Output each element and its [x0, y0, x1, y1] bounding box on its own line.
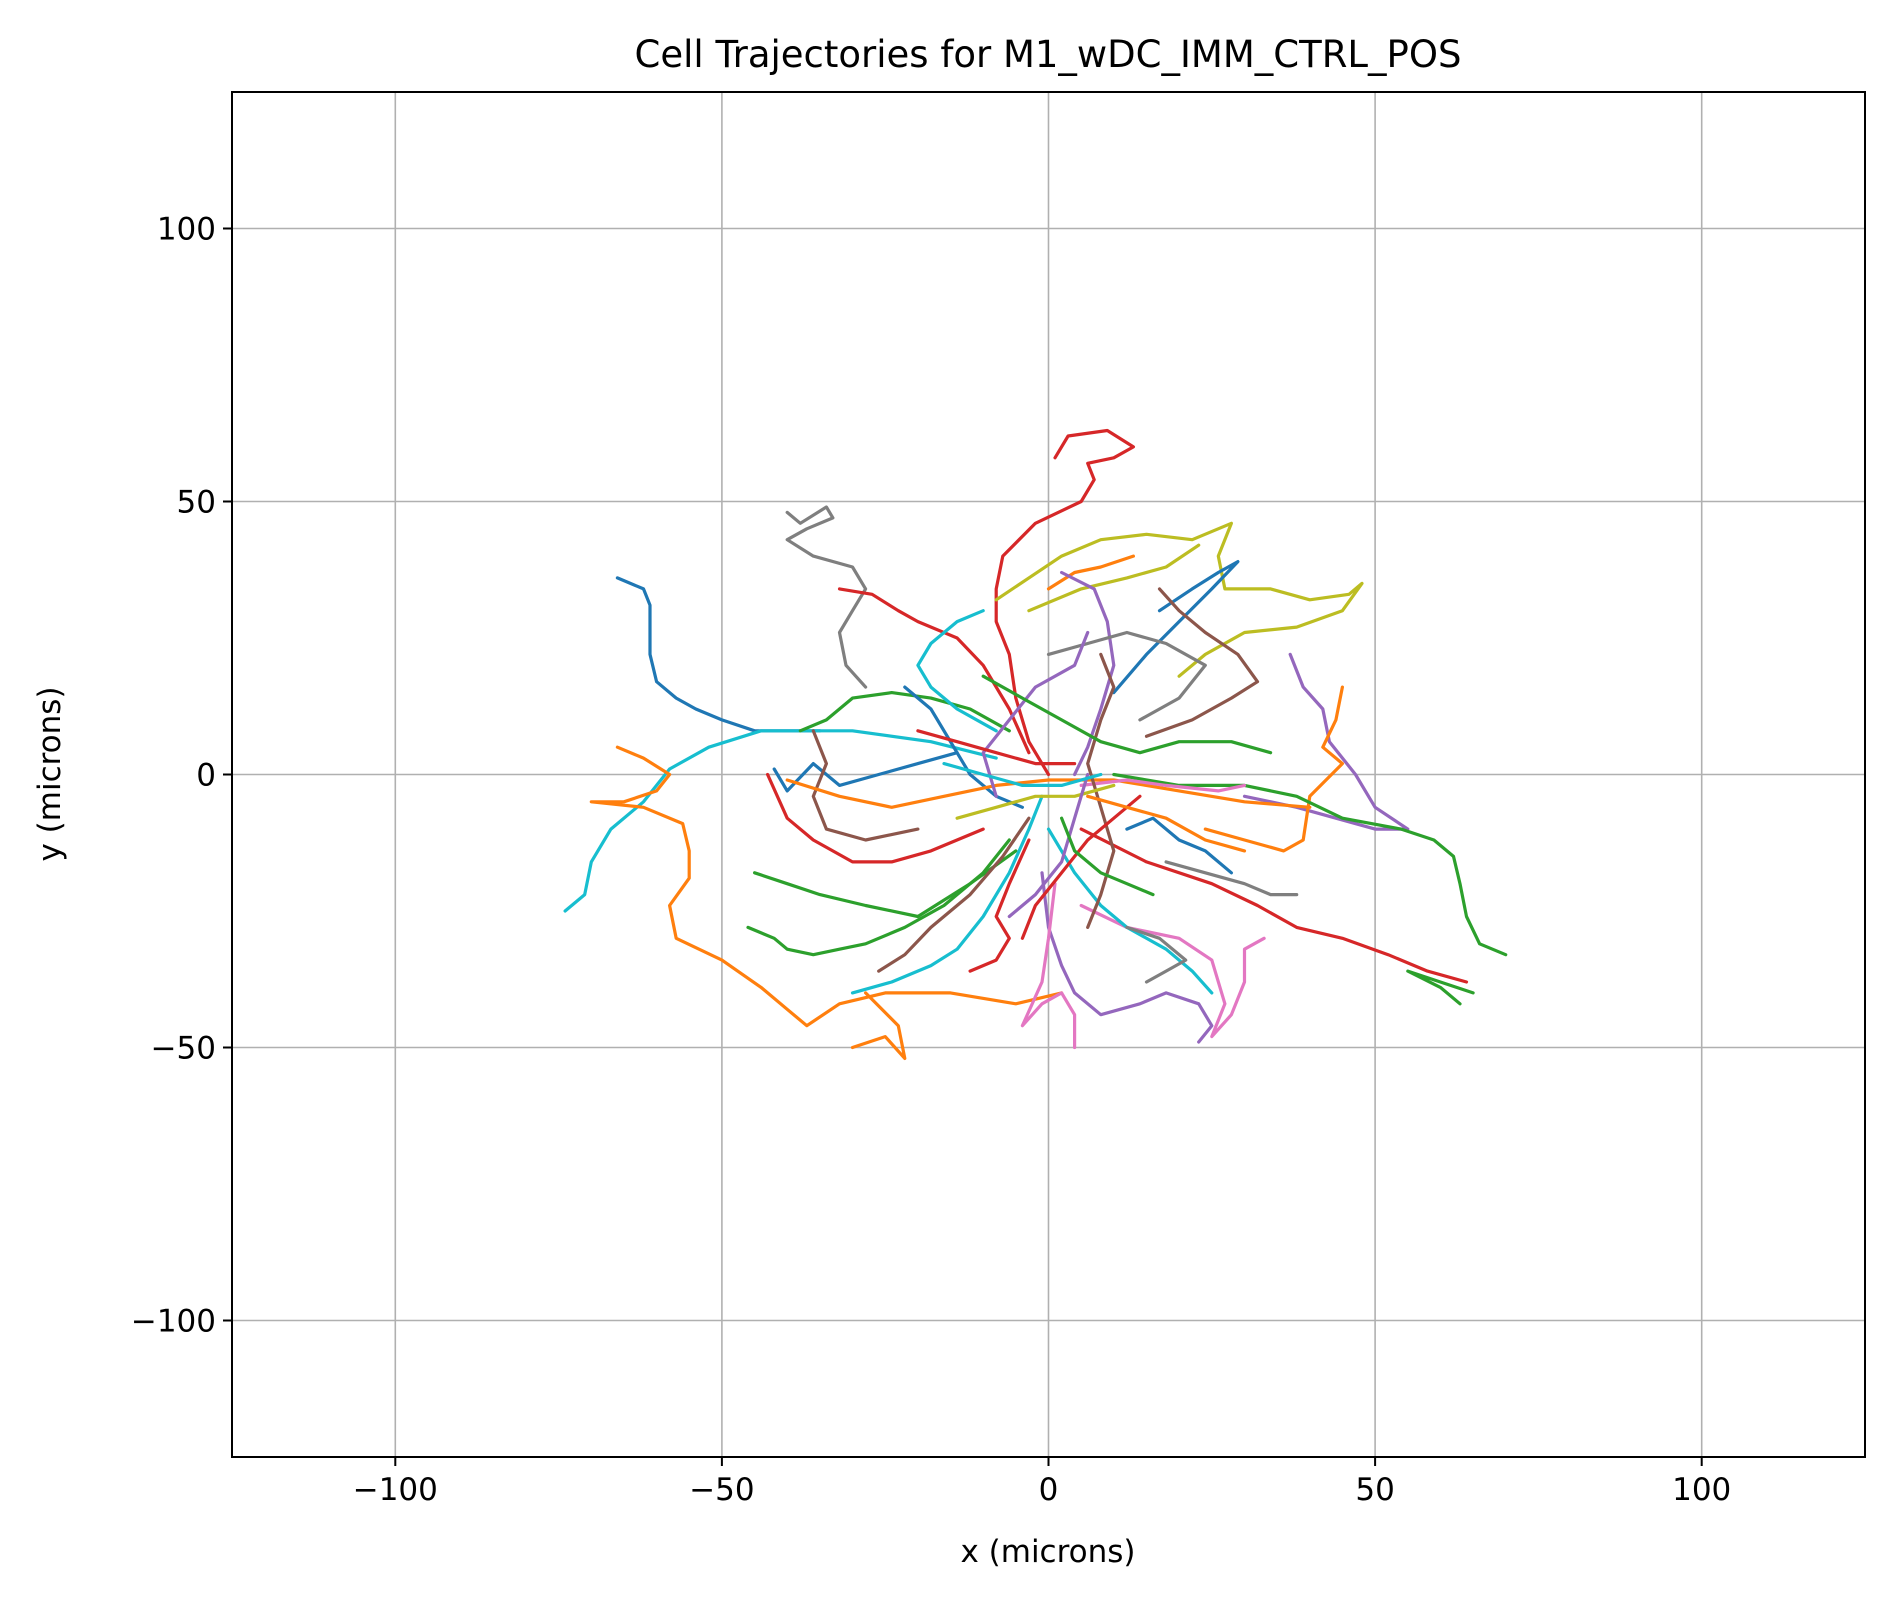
- trajectory-18: [1079, 827, 1469, 984]
- trajectory-36: [1079, 778, 1247, 793]
- trajectory-7: [837, 587, 1031, 755]
- trajectory-30: [772, 751, 959, 793]
- y-tick-label: −100: [131, 1304, 216, 1340]
- trajectory-10: [1046, 554, 1135, 591]
- trajectory-27: [877, 816, 1031, 973]
- trajectory-16: [1112, 772, 1508, 957]
- x-axis-label: x (microns): [960, 1534, 1135, 1570]
- trajectory-48: [916, 729, 1077, 766]
- trajectory-13: [1060, 570, 1116, 777]
- trajectory-5: [785, 505, 868, 689]
- trajectory-32: [916, 609, 998, 733]
- trajectory-29: [766, 772, 985, 864]
- trajectory-25: [753, 849, 1018, 919]
- trajectory-11: [1112, 560, 1240, 695]
- trajectory-39: [1086, 652, 1116, 929]
- trajectory-8: [994, 521, 1364, 678]
- trajectory-40: [981, 674, 1273, 755]
- trajectory-17: [1406, 969, 1475, 1006]
- y-tick-label: 100: [157, 212, 216, 248]
- trajectories: [563, 428, 1508, 1060]
- trajectory-33: [903, 685, 1024, 809]
- x-tick-label: 100: [1672, 1472, 1731, 1508]
- trajectory-28: [968, 838, 1031, 973]
- trajectory-46: [1007, 772, 1090, 919]
- trajectory-43: [1164, 860, 1299, 897]
- trajectory-41: [1020, 794, 1142, 940]
- trajectory-20: [1040, 871, 1214, 1044]
- x-tick-label: −50: [689, 1472, 754, 1508]
- chart-title: Cell Trajectories for M1_wDC_IMM_CTRL_PO…: [635, 33, 1462, 76]
- trajectory-34: [811, 729, 920, 842]
- y-tick-label: 50: [177, 485, 216, 521]
- trajectory-38: [981, 630, 1090, 798]
- trajectory-4: [850, 991, 907, 1060]
- trajectory-1: [615, 576, 822, 733]
- trajectory-26: [850, 794, 1044, 995]
- x-tick-label: 50: [1355, 1472, 1394, 1508]
- y-tick-label: −50: [151, 1031, 216, 1067]
- trajectory-15: [1203, 685, 1344, 853]
- trajectory-19: [1079, 903, 1266, 1039]
- y-tick-label: 0: [196, 758, 216, 794]
- trajectory-37: [1046, 630, 1207, 722]
- axis-ticks: −100 −50 0 50 100 −100 −50 0 50 100: [131, 212, 1731, 1509]
- trajectory-14: [1242, 652, 1410, 831]
- trajectory-9: [1027, 543, 1201, 613]
- trajectory-45: [955, 783, 1116, 820]
- trajectory-47: [942, 762, 1103, 787]
- trajectory-21: [1020, 882, 1077, 1050]
- grid: [232, 92, 1865, 1457]
- trajectory-35: [785, 778, 1312, 809]
- trajectory-23: [1125, 925, 1188, 984]
- trajectory-42: [1125, 816, 1233, 875]
- trajectory-6: [994, 428, 1135, 777]
- trajectory-49: [1060, 816, 1155, 897]
- trajectory-12: [1144, 587, 1260, 738]
- trajectory-2: [563, 729, 998, 913]
- trajectory-44: [1086, 794, 1247, 853]
- x-tick-label: 0: [1039, 1472, 1059, 1508]
- x-tick-label: −100: [353, 1472, 438, 1508]
- trajectory-31: [798, 691, 1011, 733]
- y-axis-label: y (microns): [32, 686, 68, 861]
